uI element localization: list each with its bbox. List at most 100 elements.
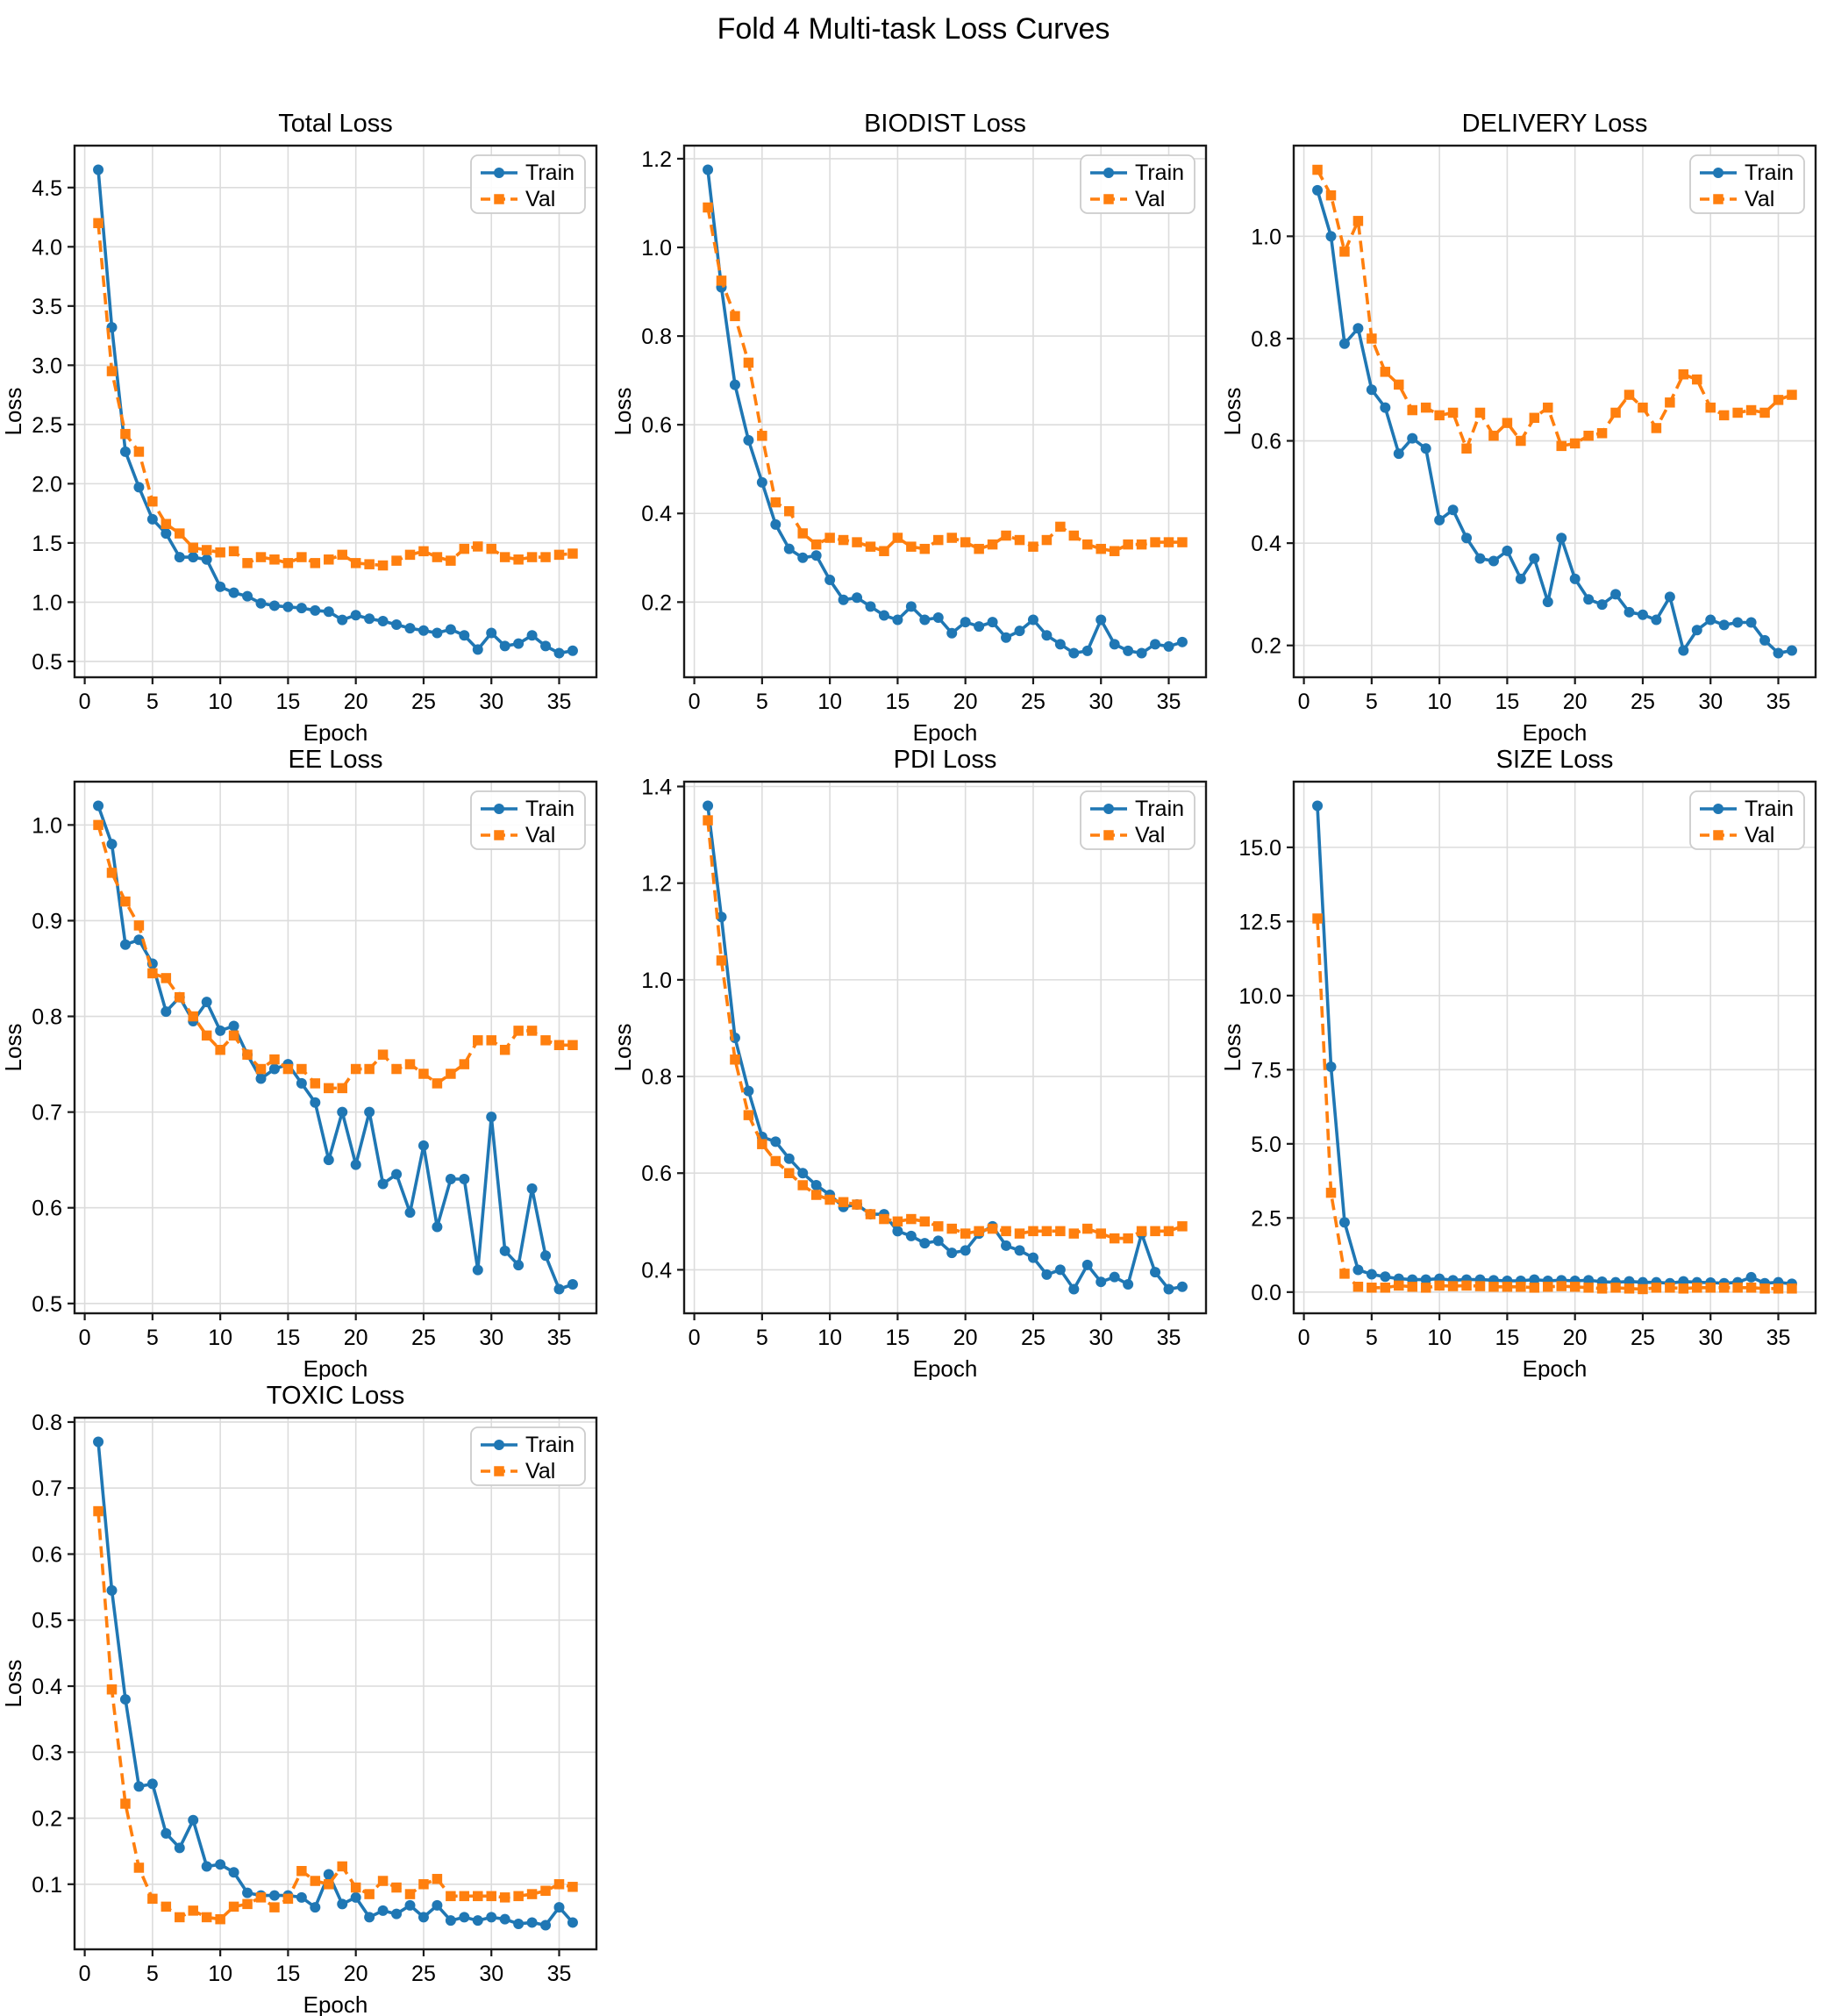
legend-val-label: Val (525, 1459, 555, 1483)
val-marker (282, 1893, 294, 1905)
val-marker (310, 1876, 321, 1886)
x-tick-label: 30 (479, 1326, 503, 1350)
val-marker (513, 1891, 524, 1902)
val-marker (161, 1901, 172, 1912)
train-marker (432, 627, 443, 639)
val-marker (486, 1891, 496, 1902)
val-marker (540, 1035, 551, 1046)
val-marker (1610, 1283, 1621, 1293)
val-marker (364, 559, 375, 569)
val-marker (852, 1199, 862, 1210)
val-marker (255, 1063, 267, 1075)
train-marker (1637, 609, 1648, 620)
val-marker (296, 1865, 307, 1877)
x-tick-label: 15 (276, 1962, 301, 1986)
train-marker (1488, 555, 1499, 567)
x-axis-label: Epoch (303, 1355, 368, 1380)
x-tick-label: 10 (208, 1962, 232, 1986)
val-marker (324, 1083, 334, 1094)
val-marker (486, 543, 496, 554)
val-marker (1041, 1226, 1053, 1237)
val-marker (1082, 539, 1093, 550)
chart-title: PDI Loss (894, 746, 997, 774)
x-axis-label: Epoch (913, 719, 978, 744)
y-axis-label: Loss (1219, 388, 1245, 436)
legend-train-marker (494, 1440, 504, 1450)
train-marker (459, 1174, 470, 1184)
x-tick-label: 35 (1157, 690, 1181, 714)
y-tick-label: 0.8 (32, 1005, 62, 1030)
val-marker (337, 1083, 347, 1094)
train-marker (770, 1136, 781, 1147)
val-marker (364, 1063, 375, 1075)
val-marker (526, 1026, 538, 1036)
train-marker (1556, 533, 1567, 544)
legend-val-marker (494, 1466, 504, 1476)
legend-val-marker (494, 830, 504, 840)
y-tick-label: 0.5 (32, 1292, 62, 1317)
val-marker (716, 955, 727, 966)
x-tick-label: 35 (1766, 690, 1791, 714)
chart-title: TOXIC Loss (267, 1382, 404, 1410)
val-marker (147, 496, 158, 507)
x-tick-label: 20 (344, 1326, 368, 1350)
train-marker (1407, 433, 1418, 444)
legend-train-marker (1103, 804, 1114, 814)
y-axis-label: Loss (0, 388, 26, 436)
val-marker (743, 1110, 754, 1120)
train-marker (1136, 647, 1147, 659)
chart-title: DELIVERY Loss (1462, 110, 1648, 138)
val-marker (784, 505, 795, 517)
val-marker (1325, 189, 1337, 201)
val-marker (350, 1882, 361, 1893)
x-tick-label: 30 (1698, 690, 1723, 714)
y-axis: 0.5 0.6 0.7 0.8 0.9 1.0 (32, 813, 75, 1317)
y-tick-label: 0.7 (32, 1476, 62, 1501)
x-tick-label: 15 (886, 690, 910, 714)
val-marker (526, 552, 538, 562)
chart-title: EE Loss (289, 746, 383, 774)
val-marker (147, 968, 158, 979)
train-marker (161, 1827, 172, 1839)
y-tick-label: 2.5 (32, 413, 62, 438)
val-marker (188, 1905, 198, 1916)
x-axis: 0 5 10 15 20 25 30 35 (689, 677, 1181, 714)
val-marker (215, 1044, 225, 1055)
val-marker (201, 1030, 212, 1041)
val-marker (892, 533, 903, 543)
val-marker (567, 1882, 578, 1892)
val-marker (567, 1040, 578, 1051)
train-marker (1624, 606, 1635, 618)
x-tick-label: 5 (146, 690, 159, 714)
val-marker (175, 528, 185, 539)
train-marker (905, 601, 917, 612)
train-marker (296, 603, 307, 614)
x-tick-label: 20 (1563, 690, 1588, 714)
val-marker (960, 537, 971, 547)
val-marker (432, 1874, 443, 1884)
x-tick-label: 15 (276, 690, 301, 714)
train-marker (119, 446, 131, 457)
val-marker (824, 1194, 835, 1205)
train-marker (391, 619, 403, 631)
val-marker (1109, 546, 1120, 556)
train-marker (1150, 639, 1161, 650)
x-tick-label: 25 (1631, 1326, 1655, 1350)
train-marker (1380, 402, 1391, 413)
train-marker (1068, 647, 1080, 659)
train-marker (1123, 645, 1134, 656)
val-marker (120, 428, 131, 440)
val-marker (1163, 537, 1174, 547)
plot-area (1294, 782, 1816, 1313)
train-marker (810, 1180, 822, 1191)
x-tick-label: 35 (547, 1326, 572, 1350)
val-marker (919, 1216, 931, 1227)
val-marker (1596, 428, 1608, 439)
y-tick-label: 1.4 (641, 776, 672, 800)
y-axis-label: Loss (0, 1660, 26, 1708)
train-marker (499, 1245, 510, 1256)
axes-frame (73, 780, 598, 1315)
legend-val-label: Val (1135, 187, 1165, 211)
